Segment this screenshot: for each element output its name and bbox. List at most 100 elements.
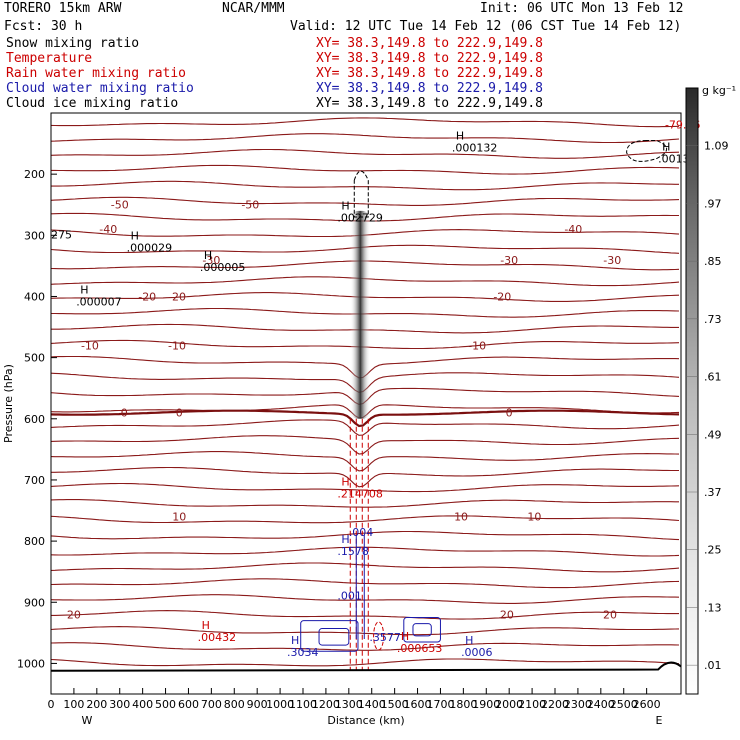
extremum-marker: H [341, 476, 349, 489]
isotherm-line [50, 594, 680, 604]
isotherm-label: 10 [454, 511, 468, 524]
y-tick-label: 1000 [17, 657, 45, 670]
cloud-water-contour-east [403, 617, 441, 643]
extremum-marker: H [291, 634, 299, 647]
annotation-label: 275 [51, 228, 72, 241]
field-cloud-ice-xy: XY= 38.3,149.8 to 222.9,149.8 [316, 96, 543, 111]
isotherm-label: 0 [121, 407, 128, 420]
isotherm-line [50, 419, 680, 436]
extremum-value: .001 [337, 589, 362, 602]
x-tick-label: 1000 [266, 698, 294, 711]
x-tick-label: 800 [224, 698, 245, 711]
isotherm-line [51, 180, 679, 191]
colorbar-level: .97 [704, 197, 722, 210]
y-tick-label: 600 [24, 413, 45, 426]
y-tick-label: 700 [24, 474, 45, 487]
extremum-value: .0006 [461, 646, 493, 659]
rain-contour-oval [373, 621, 385, 651]
colorbar-unit: g kg⁻¹ [702, 84, 736, 97]
isotherm-line [50, 626, 680, 636]
isotherm-label: -20 [138, 290, 156, 303]
isotherm-line [50, 196, 680, 206]
annotation-label: .004 [349, 526, 374, 539]
x-tick-label: 700 [201, 698, 222, 711]
snow-plume [350, 140, 668, 419]
field-rain: Rain water mixing ratio [6, 66, 187, 81]
isotherm-label: 0 [176, 407, 183, 420]
isotherm-line [50, 435, 680, 455]
extremum-marker: H [341, 533, 349, 546]
isotherm-line [50, 530, 680, 541]
x-tick-label: 2200 [541, 698, 569, 711]
isotherm-label: -30 [202, 254, 220, 267]
isotherm-line [50, 658, 680, 667]
x-tick-label: 600 [178, 698, 199, 711]
snow-column [350, 210, 371, 419]
isotherm-label: 20 [67, 608, 81, 621]
extremum-marker: H [204, 249, 212, 262]
x-tick-label: 1300 [335, 698, 363, 711]
y-tick-label: 800 [24, 535, 45, 548]
cloud-water-contour-east-inner [412, 623, 432, 637]
x-tick-label: 1500 [381, 698, 409, 711]
colorbar-level: .73 [704, 313, 722, 326]
field-temperature: Temperature [6, 51, 93, 66]
east-label: E [656, 714, 663, 727]
colorbar-ramp [685, 87, 699, 695]
isotherm-zero-line [50, 409, 680, 428]
extremum-value: .000007 [76, 296, 122, 309]
x-tick-label: 2300 [564, 698, 592, 711]
center-title: NCAR/MMM [222, 1, 285, 16]
x-tick-label: 0 [48, 698, 55, 711]
isotherm-line [50, 148, 680, 159]
extremum-marker: H [80, 284, 88, 297]
field-cloud-ice: Cloud ice mixing ratio [6, 96, 179, 111]
colorbar-level: .01 [704, 659, 722, 672]
isotherm-line [50, 578, 680, 589]
extremum-marker: H [465, 634, 473, 647]
y-tick-label: 400 [24, 290, 45, 303]
extrema-labels: H.002729H.000029H.000005H.000007H.000132… [51, 118, 700, 659]
colorbar-level: .49 [704, 428, 722, 441]
cloud-water-column [355, 534, 365, 639]
isotherm-label: -10 [468, 339, 486, 352]
field-temperature-xy: XY= 38.3,149.8 to 222.9,149.8 [316, 51, 543, 66]
valid-time: Valid: 12 UTC Tue 14 Feb 12 (06 CST Tue … [290, 19, 682, 34]
cloud-water-contours [300, 534, 441, 652]
field-snow-xy: XY= 38.3,149.8 to 222.9,149.8 [316, 36, 543, 51]
isotherm-label: -20 [493, 290, 511, 303]
extremum-value: .3034 [287, 646, 319, 659]
x-tick-label: 1200 [312, 698, 340, 711]
field-rain-xy: XY= 38.3,149.8 to 222.9,149.8 [316, 66, 543, 81]
plot-frame [50, 112, 682, 695]
x-tick-label: 400 [132, 698, 153, 711]
isotherm-line [50, 515, 680, 524]
extremum-marker: H [131, 229, 139, 242]
x-tick-label: 1700 [426, 698, 454, 711]
isotherm-label: -30 [603, 254, 621, 267]
extremum-value: .1578 [337, 545, 369, 558]
isotherm-lines: -50 -50 -40 -40 -30 -30 -30 -20 -20 -20 -10 -10 -10 0… [50, 117, 680, 667]
x-tick-label: 1400 [358, 698, 386, 711]
extremum-marker: H [662, 141, 670, 154]
extremum-marker: H [456, 130, 464, 143]
extremum-value: .00432 [198, 631, 237, 644]
isotherm-line [50, 546, 680, 557]
isotherm-label: 20 [500, 608, 514, 621]
isotherm-line [50, 117, 680, 128]
isotherm-label: -40 [99, 223, 117, 236]
x-tick-label: 1600 [404, 698, 432, 711]
cloud-water-contour-west-inner [318, 628, 350, 646]
extremum-value: .002729 [337, 211, 383, 224]
x-tick-label: 2600 [633, 698, 661, 711]
x-tick-label: 2400 [587, 698, 615, 711]
forecast-hour: Fcst: 30 h [4, 19, 83, 34]
y-tick-label: 500 [24, 352, 45, 365]
extremum-value: .000132 [452, 142, 498, 155]
isotherm-label: -30 [500, 254, 518, 267]
x-tick-label: 2100 [518, 698, 546, 711]
x-tick-label: 2000 [495, 698, 523, 711]
x-tick-label: 300 [109, 698, 130, 711]
isotherm-label: 20 [603, 608, 617, 621]
terrain-line [50, 661, 682, 672]
